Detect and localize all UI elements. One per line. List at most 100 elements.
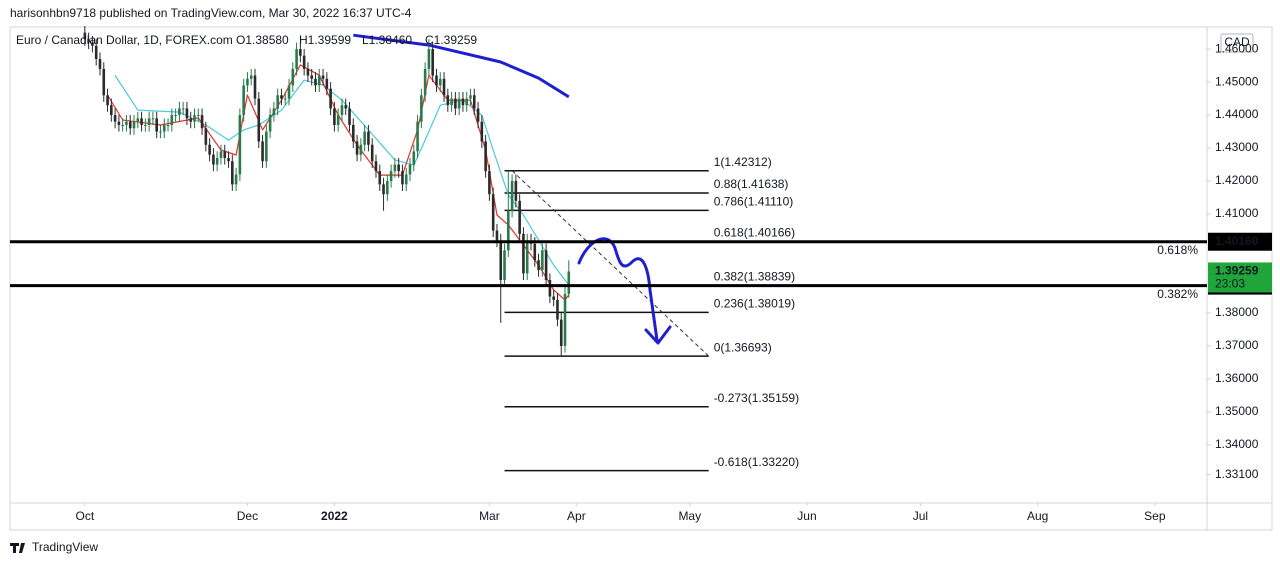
candle-body	[370, 144, 374, 162]
y-tick-label: 1.37000	[1215, 338, 1259, 352]
fib-label: -0.618(1.33220)	[714, 455, 799, 469]
x-tick-label: Jul	[913, 509, 928, 523]
ohlc-value: H1.39599	[299, 33, 351, 47]
candle-body	[265, 131, 268, 162]
candle-body	[208, 144, 211, 155]
candle-body	[351, 124, 355, 142]
candle-body	[253, 75, 257, 99]
candle-body	[559, 319, 563, 346]
x-tick-label: Sep	[1144, 509, 1166, 523]
candle-body	[204, 128, 208, 145]
fib-label: 0.88(1.41638)	[714, 177, 789, 191]
y-tick-label: 1.46000	[1215, 41, 1259, 55]
logo	[10, 543, 25, 553]
candle-body	[503, 250, 506, 281]
candle-body	[193, 115, 196, 122]
y-tick-label: 1.43000	[1215, 140, 1259, 154]
candle-body	[404, 174, 408, 185]
candle-body	[420, 95, 423, 122]
candle-body	[507, 210, 510, 251]
candle-body	[136, 118, 140, 122]
candle-body	[132, 121, 136, 129]
candle-body	[238, 115, 242, 175]
candle-body	[178, 108, 181, 116]
candle-body	[257, 98, 261, 142]
candle-body	[249, 75, 253, 79]
candle-body	[310, 75, 314, 79]
fib-label: 0(1.36693)	[714, 340, 772, 354]
candle-body	[117, 121, 121, 125]
candle-body	[488, 171, 491, 195]
candle-body	[302, 55, 306, 69]
candle-body	[189, 118, 193, 122]
candle-body	[299, 49, 302, 56]
footer: TradingView	[32, 540, 98, 554]
candle-body	[306, 68, 310, 76]
publisher-line: harisonhbn9718 published on TradingView.…	[10, 6, 412, 20]
candle-body	[446, 95, 450, 106]
y-tick-label: 1.36000	[1215, 371, 1259, 385]
candle-body	[386, 181, 389, 195]
candle-body	[261, 141, 264, 162]
candle-body	[317, 75, 321, 86]
price-tag-label: 1.40160	[1215, 234, 1259, 248]
candle-body	[196, 115, 200, 117]
candle-body	[128, 121, 132, 129]
plot: 1(1.42312) 0.88(1.41638) 0.786(1.41110) 0.6…	[83, 26, 799, 472]
candle-body	[110, 105, 113, 116]
x-tick-label: Dec	[237, 509, 258, 523]
candle-body	[438, 78, 442, 86]
candle-body	[472, 95, 476, 109]
candle-body	[514, 181, 518, 201]
y-tick-label: 1.41000	[1215, 206, 1259, 220]
countdown: 23:03	[1215, 277, 1245, 291]
candle-body	[382, 184, 385, 195]
candle-body	[389, 171, 393, 182]
candle-body	[412, 151, 416, 165]
x-tick-label: May	[678, 509, 701, 523]
candle-body	[333, 108, 336, 125]
candle-body	[484, 141, 487, 172]
candle-body	[200, 115, 204, 129]
candle-body	[427, 49, 431, 69]
candle-body	[280, 95, 283, 99]
candle-body	[113, 115, 117, 122]
candle-body	[431, 49, 434, 76]
candle-body	[522, 233, 525, 274]
candle-body	[231, 161, 234, 185]
candle-body	[215, 157, 219, 165]
candle-body	[397, 164, 400, 172]
candle-body	[533, 243, 537, 261]
x-tick-label: Apr	[567, 509, 586, 523]
candle-body	[336, 115, 340, 125]
candle-body	[408, 164, 412, 175]
drawn-arrow	[577, 237, 659, 342]
candle-body	[450, 98, 453, 106]
candle-body	[548, 280, 552, 297]
candle-body	[102, 68, 106, 96]
candle-body	[291, 68, 295, 86]
candle-body	[325, 78, 329, 89]
fib-label: 0.786(1.41110)	[714, 195, 794, 209]
candle-body	[87, 39, 90, 43]
candle-body	[340, 105, 344, 116]
candle-body	[144, 124, 147, 126]
candle-body	[499, 240, 503, 281]
level-label: 0.618%	[1157, 243, 1198, 257]
candle-body	[378, 171, 382, 185]
x-tick-label: Aug	[1027, 509, 1048, 523]
candle-body	[272, 108, 276, 116]
candle-body	[287, 85, 291, 99]
y-tick-label: 1.45000	[1215, 74, 1259, 88]
candle-body	[442, 78, 446, 96]
drawn-arrowhead	[644, 325, 672, 345]
currency-box	[1220, 33, 1254, 53]
y-tick-label: 1.34000	[1215, 437, 1259, 451]
candle-body	[185, 108, 189, 119]
ohlc-legend: O1.38580 H1.39599 L1.38460 C1.39259	[236, 33, 477, 47]
candle-body	[223, 151, 227, 158]
candle-body	[423, 68, 427, 96]
fib-label: 1(1.42312)	[714, 155, 772, 169]
x-tick-label: Mar	[479, 509, 500, 523]
candle-body	[454, 98, 457, 109]
